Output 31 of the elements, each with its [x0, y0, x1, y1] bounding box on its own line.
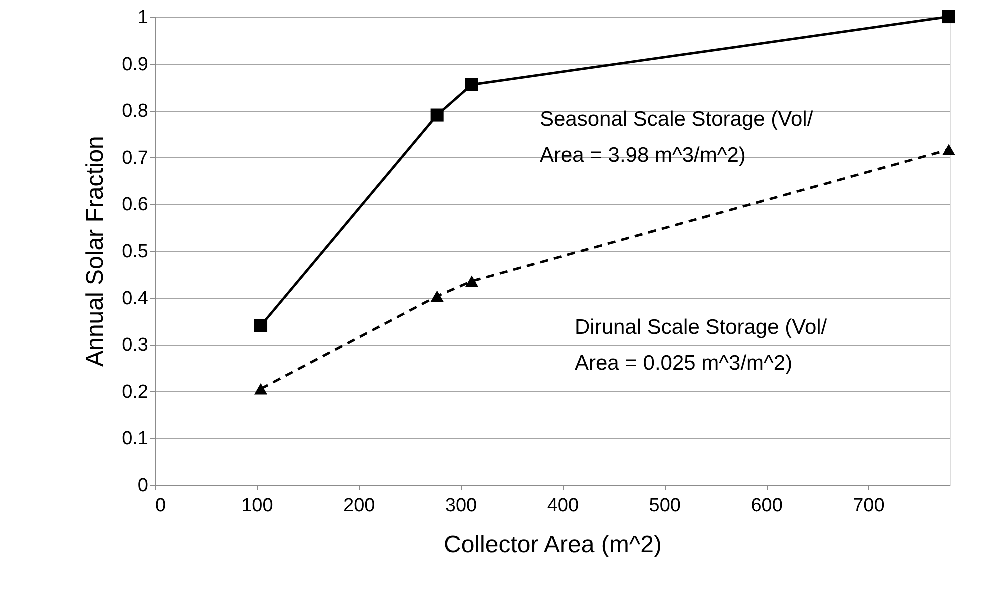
point — [942, 10, 956, 24]
point — [254, 319, 268, 332]
y-tick-label: 0.9 — [122, 54, 148, 76]
point — [430, 290, 444, 302]
annotation: Seasonal Scale Storage (Vol/ Area = 3.98 m^3/m^2) — [540, 108, 814, 167]
x-tick-label: 500 — [649, 496, 681, 516]
y-tick-label: 0.3 — [122, 335, 148, 356]
point — [465, 78, 478, 92]
point — [254, 383, 268, 395]
x-tick-label: 400 — [547, 496, 580, 516]
y-tick-label: 0.4 — [122, 288, 149, 310]
point — [942, 144, 956, 156]
y-tick-label: 0.8 — [122, 101, 148, 122]
point — [430, 108, 444, 122]
x-tick-label: 300 — [445, 496, 478, 516]
x-tick-label: 0 — [156, 496, 166, 516]
x-tick-label: 700 — [853, 496, 885, 516]
x-tick-label: 100 — [242, 496, 274, 516]
y-tick-label: 0 — [138, 476, 148, 496]
x-tick-label: 600 — [751, 496, 783, 516]
y-axis-title: Annual Solar Fraction — [82, 136, 110, 367]
x-tick-label: 200 — [343, 496, 376, 516]
point — [465, 276, 478, 288]
annotation: Dirunal Scale Storage (Vol/ Area = 0.025 m^3/m^2) — [575, 316, 828, 375]
y-tick-label: 1 — [138, 8, 148, 28]
y-tick-label: 0.6 — [122, 194, 148, 216]
y-tick-label: 0.5 — [122, 242, 148, 262]
y-tick-label: 0.2 — [122, 382, 148, 403]
y-tick-label: 0.7 — [122, 148, 148, 169]
y-tick-label: 0.1 — [122, 428, 148, 450]
x-axis-title: Collector Area (m^2) — [444, 532, 662, 558]
